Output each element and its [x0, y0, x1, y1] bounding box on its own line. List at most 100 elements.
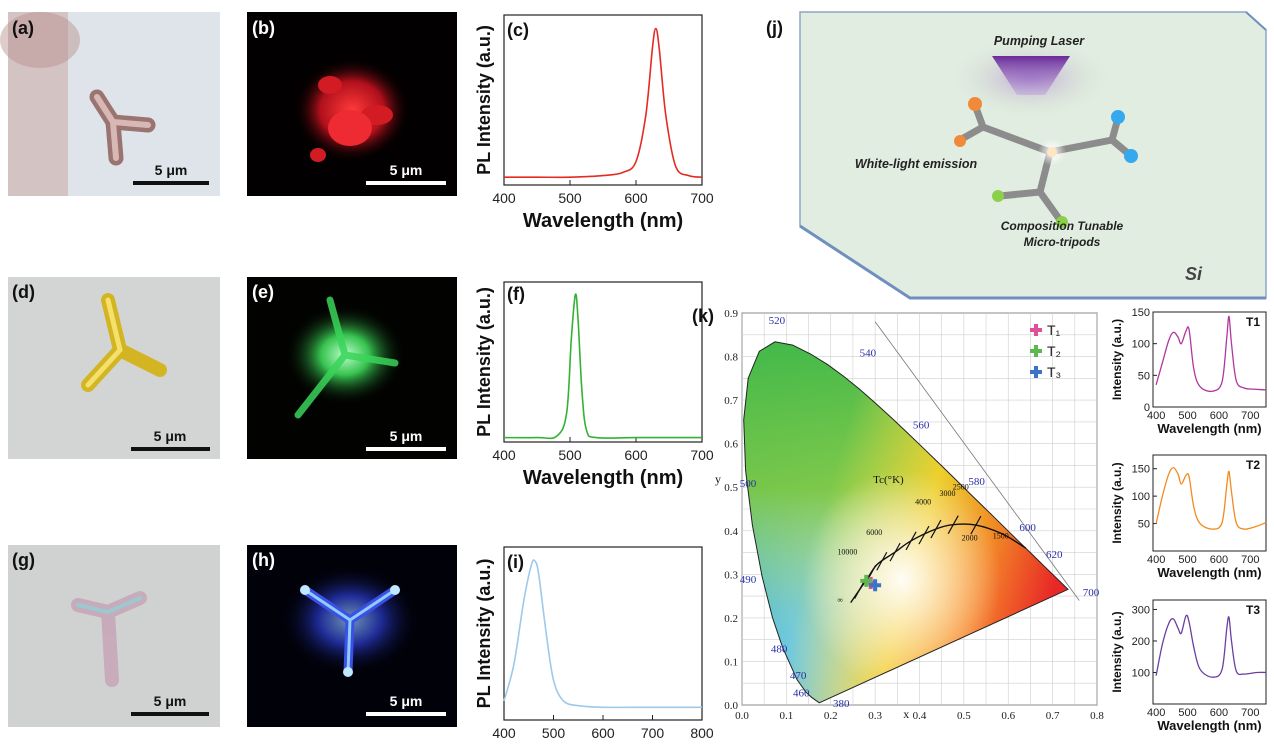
- y-tick-label: 50: [1138, 519, 1150, 531]
- isotherm-line: [889, 542, 901, 562]
- wavelength-label: 540: [860, 348, 877, 360]
- y-axis-label: PL Intensity (a.u.): [474, 287, 494, 437]
- x-tick-label: 500: [1178, 707, 1196, 719]
- x-tick-label: 400: [492, 190, 516, 206]
- isotherm-line: [854, 580, 866, 599]
- composition-label-1: Composition Tunable: [1001, 219, 1124, 233]
- y-axis-label: Intensity (a.u.): [1110, 319, 1124, 400]
- panel-e: (e) 5 μm: [247, 277, 457, 459]
- y-tick-label: 0.8: [724, 352, 738, 364]
- y-tick-label: 0.1: [724, 656, 738, 668]
- y-axis-label: PL Intensity (a.u.): [474, 25, 494, 175]
- y-axis-label: Intensity (a.u.): [1110, 462, 1124, 543]
- scale-bar-h: [366, 712, 446, 716]
- y-tick-label: 0.0: [724, 700, 738, 712]
- x-tick-label: 700: [641, 725, 665, 741]
- plot-c: 400 500 600 700 Wavelength (nm) PL Intensity …: [474, 14, 714, 232]
- legend-label: T₁: [1047, 322, 1061, 338]
- isotherm-line: [970, 515, 982, 535]
- panel-label-d: (d): [12, 282, 35, 302]
- x-tick-label: 600: [1210, 554, 1228, 566]
- laser-beam: [992, 56, 1070, 95]
- x-axis-label: x: [903, 707, 909, 721]
- spectrum-tag: T1: [1246, 315, 1260, 329]
- legend-label: T₃: [1047, 364, 1061, 380]
- x-tick-label: 0.0: [735, 710, 749, 722]
- x-tick-label: 600: [591, 725, 615, 741]
- spectrum-tag: T3: [1246, 603, 1260, 617]
- scale-bar-b: [366, 181, 446, 185]
- x-tick-label: 800: [690, 725, 714, 741]
- wavelength-label: 560: [913, 419, 930, 431]
- x-tick-label: 700: [1241, 410, 1259, 422]
- temperature-label: 2500: [953, 482, 969, 491]
- x-tick-label: 700: [690, 190, 714, 206]
- plot-frame: [1152, 454, 1267, 552]
- isotherm-line: [876, 551, 888, 571]
- temperature-label: 6000: [866, 528, 882, 537]
- plot-f: 400 500 600 700 Wavelength (nm) PL Intensity …: [474, 281, 714, 489]
- y-tick-label: 200: [1132, 636, 1150, 648]
- spectrum-tag: T2: [1246, 458, 1260, 472]
- panel-h: (h) 5 μm: [247, 545, 457, 727]
- spectrum-line: [503, 559, 702, 709]
- scale-bar-g: [131, 712, 209, 716]
- wavelength-label: 500: [740, 478, 757, 490]
- wavelength-label: 460: [793, 687, 810, 699]
- panel-label-g: (g): [12, 550, 35, 570]
- x-tick-label: 600: [624, 447, 648, 463]
- spectrum-line: [1155, 614, 1267, 678]
- panel-b: (b) 5 μm: [247, 12, 457, 196]
- x-tick-label: 500: [1178, 554, 1196, 566]
- x-axis-label: Wavelength (nm): [1157, 718, 1261, 733]
- si-label: Si: [1185, 264, 1203, 284]
- wavelength-label: 490: [740, 574, 757, 586]
- wavelength-label: 580: [968, 476, 985, 488]
- x-axis-label: Wavelength (nm): [1157, 565, 1261, 580]
- scale-bar-a: [133, 181, 209, 185]
- y-tick-label: 0.3: [724, 569, 738, 581]
- scale-text-h: 5 μm: [390, 693, 423, 709]
- x-tick-label: 0.2: [824, 710, 838, 722]
- panel-label-f: (f): [507, 284, 525, 304]
- panel-a: (a) 5 μm: [0, 12, 220, 196]
- plot-t3: 400 500 600 700 100 200 300 T3 Wavelength (nm) In…: [1110, 599, 1267, 733]
- y-tick-label: 0.5: [724, 482, 738, 494]
- y-tick-label: 0.9: [724, 308, 738, 320]
- x-tick-label: 0.8: [1090, 710, 1104, 722]
- legend-marker: [1030, 345, 1042, 357]
- x-axis-label: Wavelength (nm): [523, 210, 683, 232]
- y-tick-label: 0.4: [724, 526, 738, 538]
- x-tick-label: 0.3: [868, 710, 882, 722]
- isotherm-line: [930, 519, 942, 539]
- wavelength-label: 600: [1019, 522, 1036, 534]
- panel-label-h: (h): [252, 550, 275, 570]
- y-axis-label: Intensity (a.u.): [1110, 611, 1124, 692]
- y-tick-label: 0.2: [724, 613, 738, 625]
- guide-line: [874, 321, 1080, 601]
- panel-j-schematic: Pumping Laser White-light emission Compo…: [799, 11, 1267, 300]
- y-tick-label: 300: [1132, 604, 1150, 616]
- data-point: [860, 574, 873, 587]
- spectrum-line: [504, 27, 703, 179]
- y-tick-label: 0: [1144, 402, 1150, 414]
- temperature-label: 3000: [939, 489, 955, 498]
- wavelength-label: 520: [769, 315, 786, 327]
- pumping-laser-label: Pumping Laser: [994, 34, 1085, 48]
- white-light-label: White-light emission: [855, 157, 978, 171]
- panel-label-k: (k): [692, 306, 714, 326]
- x-tick-label: 500: [558, 190, 582, 206]
- y-tick-label: 100: [1132, 339, 1150, 351]
- scale-text-a: 5 μm: [155, 162, 188, 178]
- panel-label-c: (c): [507, 20, 529, 40]
- y-tick-label: 150: [1132, 464, 1150, 476]
- isotherm-line: [947, 515, 959, 534]
- panel-label-i: (i): [507, 552, 524, 572]
- y-tick-label: 100: [1132, 667, 1150, 679]
- x-tick-label: 500: [558, 447, 582, 463]
- legend-marker: [1030, 366, 1042, 378]
- x-tick-label: 700: [1241, 707, 1259, 719]
- temperature-label: 1500: [993, 532, 1009, 541]
- x-tick-label: 0.1: [780, 710, 794, 722]
